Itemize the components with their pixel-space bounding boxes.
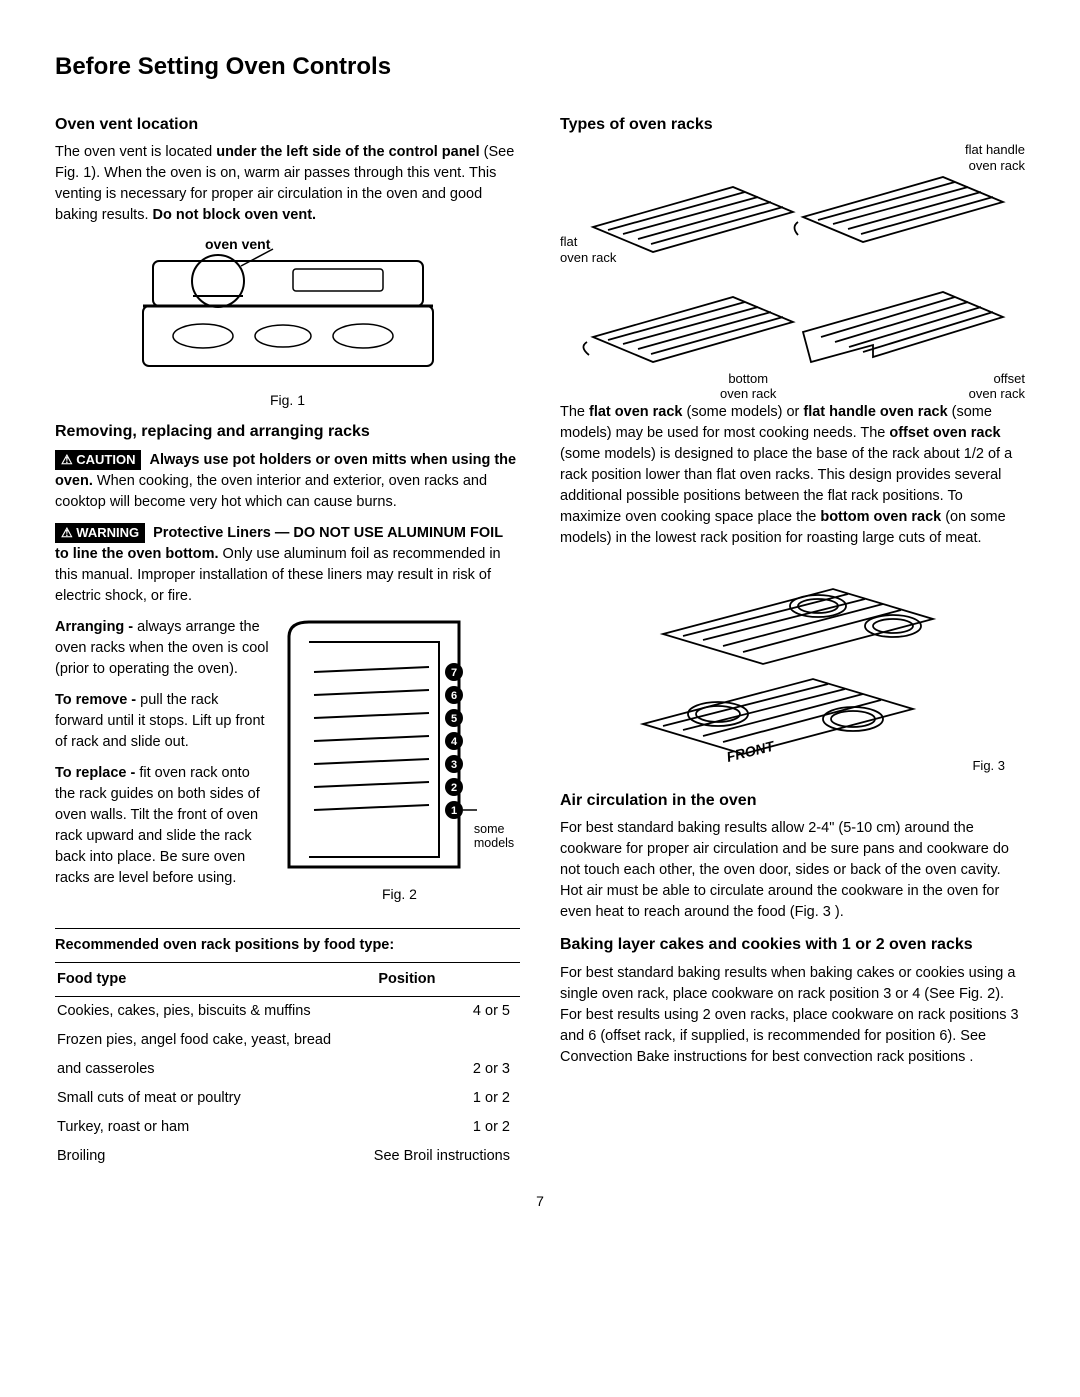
table-cell-food: Small cuts of meat or poultry (55, 1084, 358, 1113)
types-a: The (560, 404, 589, 420)
remove-paragraph: To remove - pull the rack forward until … (55, 690, 269, 753)
rack-position-number: 1 (451, 805, 457, 817)
table-row: Frozen pies, angel food cake, yeast, bre… (55, 1026, 520, 1055)
air-circulation-paragraph: For best standard baking results allow 2… (560, 818, 1025, 923)
flat-label: flat oven rack (560, 234, 616, 265)
offset-label: offset oven rack (969, 371, 1025, 402)
figure-3: FRONT Fig. 3 (560, 559, 1025, 779)
types-c: (some models) or (683, 404, 804, 420)
rack-position-number: 5 (451, 713, 457, 725)
bottom-label: bottom oven rack (720, 371, 776, 402)
types-h: bottom oven rack (820, 509, 941, 525)
vent-text-d: Do not block oven vent. (153, 207, 317, 223)
oven-vent-paragraph: The oven vent is located under the left … (55, 142, 520, 226)
caution-paragraph: ⚠ CAUTION Always use pot holders or oven… (55, 450, 520, 513)
caution-rest-text: When cooking, the oven interior and exte… (55, 473, 487, 510)
replace-rest: fit oven rack onto the rack guides on bo… (55, 765, 260, 886)
figure-2-caption: Fig. 2 (279, 884, 520, 904)
table-top-rule (55, 928, 520, 929)
table-row: and casseroles2 or 3 (55, 1055, 520, 1084)
types-of-racks-heading: Types of oven racks (560, 113, 1025, 136)
table-cell-food: Frozen pies, angel food cake, yeast, bre… (55, 1026, 358, 1055)
figure-1: oven vent (55, 236, 520, 386)
front-label: FRONT (724, 737, 776, 765)
oven-vent-heading: Oven vent location (55, 113, 520, 136)
two-column-layout: Oven vent location The oven vent is loca… (55, 103, 1025, 1171)
table-cell-position: 2 or 3 (358, 1055, 520, 1084)
warning-paragraph: ⚠ WARNING Protective Liners — DO NOT USE… (55, 523, 520, 607)
air-circulation-heading: Air circulation in the oven (560, 789, 1025, 812)
table-cell-food: Cookies, cakes, pies, biscuits & muffins (55, 996, 358, 1026)
rack-position-number: 4 (451, 736, 458, 748)
table-cell-food: Turkey, roast or ham (55, 1113, 358, 1142)
rack-position-number: 6 (451, 690, 457, 702)
left-column: Oven vent location The oven vent is loca… (55, 103, 520, 1171)
table-cell-position: 1 or 2 (358, 1113, 520, 1142)
arranging-paragraph: Arranging - always arrange the oven rack… (55, 617, 269, 680)
removing-racks-heading: Removing, replacing and arranging racks (55, 420, 520, 443)
table-cell-position: 4 or 5 (358, 996, 520, 1026)
figure-1-caption: Fig. 1 (55, 390, 520, 410)
remove-bold: To remove - (55, 692, 136, 708)
vent-text-a: The oven vent is located (55, 144, 216, 160)
figure-3-caption: Fig. 3 (972, 758, 1005, 774)
flat-handle-label: flat handle oven rack (965, 142, 1025, 173)
table-header-position: Position (358, 962, 520, 996)
replace-paragraph: To replace - fit oven rack onto the rack… (55, 763, 269, 889)
rack-types-figure: flat handle oven rack flat oven rack bot… (560, 142, 1025, 402)
table-cell-position: See Broil instructions (358, 1142, 520, 1171)
types-b: flat oven rack (589, 404, 683, 420)
right-column: Types of oven racks flat handle oven rac… (560, 103, 1025, 1171)
warning-label: ⚠ WARNING (55, 523, 145, 544)
table-row: Turkey, roast or ham1 or 2 (55, 1113, 520, 1142)
oven-vent-callout-label: oven vent (205, 234, 270, 254)
replace-bold: To replace - (55, 765, 135, 781)
oven-illustration-icon (123, 241, 453, 381)
page-title: Before Setting Oven Controls (55, 50, 1025, 85)
arranging-block: Arranging - always arrange the oven rack… (55, 617, 520, 914)
rack-position-number: 2 (451, 782, 457, 794)
baking-heading: Baking layer cakes and cookies with 1 or… (560, 933, 1025, 956)
types-f: offset oven rack (889, 425, 1000, 441)
some-models-label: some models (474, 822, 514, 851)
baking-paragraph: For best standard baking results when ba… (560, 963, 1025, 1068)
table-row: BroilingSee Broil instructions (55, 1142, 520, 1171)
table-header-food: Food type (55, 962, 358, 996)
table-row: Cookies, cakes, pies, biscuits & muffins… (55, 996, 520, 1026)
table-cell-position (358, 1026, 520, 1055)
table-row: Small cuts of meat or poultry1 or 2 (55, 1084, 520, 1113)
vent-text-b: under the left side of the control panel (216, 144, 479, 160)
rack-positions-table: Food type Position Cookies, cakes, pies,… (55, 962, 520, 1171)
table-title: Recommended oven rack positions by food … (55, 935, 520, 956)
rack-position-number: 7 (451, 667, 457, 679)
page-number: 7 (55, 1191, 1025, 1211)
arranging-bold: Arranging - (55, 619, 133, 635)
arranging-text-column: Arranging - always arrange the oven rack… (55, 617, 269, 899)
rack-position-number: 3 (451, 759, 457, 771)
pans-on-racks-icon: FRONT (603, 564, 983, 774)
table-cell-position: 1 or 2 (358, 1084, 520, 1113)
types-d: flat handle oven rack (803, 404, 947, 420)
rack-types-icon (573, 147, 1013, 397)
table-cell-food: Broiling (55, 1142, 358, 1171)
table-cell-food: and casseroles (55, 1055, 358, 1084)
figure-2: 7 6 5 4 3 2 1 some models Fig. 2 (279, 617, 520, 914)
types-paragraph: The flat oven rack (some models) or flat… (560, 402, 1025, 549)
caution-label: ⚠ CAUTION (55, 450, 141, 471)
